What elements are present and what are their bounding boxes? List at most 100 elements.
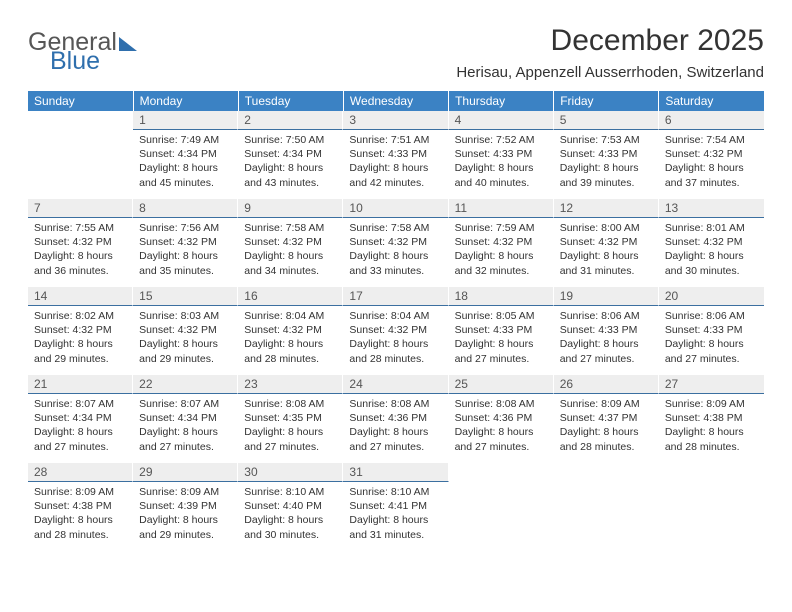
- day-number: 23: [238, 375, 343, 394]
- calendar-body: .1Sunrise: 7:49 AMSunset: 4:34 PMDayligh…: [28, 111, 764, 551]
- calendar-day-cell: 15Sunrise: 8:03 AMSunset: 4:32 PMDayligh…: [133, 287, 238, 375]
- day-number: 5: [554, 111, 659, 130]
- weekday-header: Sunday: [28, 91, 133, 111]
- calendar-day-cell: [554, 463, 659, 551]
- day-number: 18: [449, 287, 554, 306]
- calendar-day-cell: 2Sunrise: 7:50 AMSunset: 4:34 PMDaylight…: [238, 111, 343, 199]
- day-details: Sunrise: 8:08 AMSunset: 4:35 PMDaylight:…: [238, 394, 343, 460]
- day-number: 11: [449, 199, 554, 218]
- calendar-day-cell: 21Sunrise: 8:07 AMSunset: 4:34 PMDayligh…: [28, 375, 133, 463]
- day-details: Sunrise: 8:08 AMSunset: 4:36 PMDaylight:…: [449, 394, 554, 460]
- day-details: Sunrise: 8:10 AMSunset: 4:41 PMDaylight:…: [343, 482, 448, 548]
- day-number: 1: [133, 111, 238, 130]
- calendar-day-cell: 3Sunrise: 7:51 AMSunset: 4:33 PMDaylight…: [343, 111, 448, 199]
- calendar-day-cell: 12Sunrise: 8:00 AMSunset: 4:32 PMDayligh…: [554, 199, 659, 287]
- day-details: Sunrise: 8:08 AMSunset: 4:36 PMDaylight:…: [343, 394, 448, 460]
- calendar-day-cell: 23Sunrise: 8:08 AMSunset: 4:35 PMDayligh…: [238, 375, 343, 463]
- calendar-week-row: .1Sunrise: 7:49 AMSunset: 4:34 PMDayligh…: [28, 111, 764, 199]
- day-number: 24: [343, 375, 448, 394]
- day-number: 31: [343, 463, 448, 482]
- calendar-day-cell: .: [28, 111, 133, 199]
- day-details: Sunrise: 8:09 AMSunset: 4:38 PMDaylight:…: [659, 394, 764, 460]
- day-details: Sunrise: 8:09 AMSunset: 4:39 PMDaylight:…: [133, 482, 238, 548]
- calendar-day-cell: 26Sunrise: 8:09 AMSunset: 4:37 PMDayligh…: [554, 375, 659, 463]
- day-number: 17: [343, 287, 448, 306]
- day-details: Sunrise: 8:07 AMSunset: 4:34 PMDaylight:…: [28, 394, 133, 460]
- calendar-day-cell: [449, 463, 554, 551]
- logo-word-blue: Blue: [50, 49, 137, 74]
- day-details: Sunrise: 8:04 AMSunset: 4:32 PMDaylight:…: [238, 306, 343, 372]
- calendar-day-cell: 16Sunrise: 8:04 AMSunset: 4:32 PMDayligh…: [238, 287, 343, 375]
- day-details: Sunrise: 7:58 AMSunset: 4:32 PMDaylight:…: [238, 218, 343, 284]
- day-details: Sunrise: 7:54 AMSunset: 4:32 PMDaylight:…: [659, 130, 764, 196]
- calendar-day-cell: 11Sunrise: 7:59 AMSunset: 4:32 PMDayligh…: [449, 199, 554, 287]
- day-details: Sunrise: 7:52 AMSunset: 4:33 PMDaylight:…: [449, 130, 554, 196]
- day-number: 2: [238, 111, 343, 130]
- calendar-header-row: SundayMondayTuesdayWednesdayThursdayFrid…: [28, 91, 764, 111]
- weekday-header: Monday: [133, 91, 238, 111]
- day-details: Sunrise: 8:05 AMSunset: 4:33 PMDaylight:…: [449, 306, 554, 372]
- day-details: Sunrise: 8:00 AMSunset: 4:32 PMDaylight:…: [554, 218, 659, 284]
- day-number: 3: [343, 111, 448, 130]
- calendar-day-cell: 24Sunrise: 8:08 AMSunset: 4:36 PMDayligh…: [343, 375, 448, 463]
- calendar-day-cell: 13Sunrise: 8:01 AMSunset: 4:32 PMDayligh…: [659, 199, 764, 287]
- day-details: Sunrise: 8:04 AMSunset: 4:32 PMDaylight:…: [343, 306, 448, 372]
- day-number: 26: [554, 375, 659, 394]
- day-number: 16: [238, 287, 343, 306]
- calendar-day-cell: 27Sunrise: 8:09 AMSunset: 4:38 PMDayligh…: [659, 375, 764, 463]
- weekday-header: Tuesday: [238, 91, 343, 111]
- day-details: Sunrise: 7:53 AMSunset: 4:33 PMDaylight:…: [554, 130, 659, 196]
- day-details: Sunrise: 8:10 AMSunset: 4:40 PMDaylight:…: [238, 482, 343, 548]
- calendar-day-cell: 10Sunrise: 7:58 AMSunset: 4:32 PMDayligh…: [343, 199, 448, 287]
- calendar-day-cell: 6Sunrise: 7:54 AMSunset: 4:32 PMDaylight…: [659, 111, 764, 199]
- day-number: 29: [133, 463, 238, 482]
- weekday-header: Friday: [554, 91, 659, 111]
- location-subtitle: Herisau, Appenzell Ausserrhoden, Switzer…: [456, 64, 764, 81]
- day-details: Sunrise: 8:09 AMSunset: 4:37 PMDaylight:…: [554, 394, 659, 460]
- day-number: 21: [28, 375, 133, 394]
- weekday-header: Saturday: [659, 91, 764, 111]
- day-details: Sunrise: 8:03 AMSunset: 4:32 PMDaylight:…: [133, 306, 238, 372]
- calendar-week-row: 21Sunrise: 8:07 AMSunset: 4:34 PMDayligh…: [28, 375, 764, 463]
- day-number: 15: [133, 287, 238, 306]
- day-details: Sunrise: 8:07 AMSunset: 4:34 PMDaylight:…: [133, 394, 238, 460]
- day-details: Sunrise: 7:51 AMSunset: 4:33 PMDaylight:…: [343, 130, 448, 196]
- day-number: 9: [238, 199, 343, 218]
- day-number: 14: [28, 287, 133, 306]
- day-number: 27: [659, 375, 764, 394]
- calendar-week-row: 28Sunrise: 8:09 AMSunset: 4:38 PMDayligh…: [28, 463, 764, 551]
- day-details: Sunrise: 7:58 AMSunset: 4:32 PMDaylight:…: [343, 218, 448, 284]
- calendar-day-cell: 1Sunrise: 7:49 AMSunset: 4:34 PMDaylight…: [133, 111, 238, 199]
- weekday-header: Wednesday: [343, 91, 448, 111]
- day-details: Sunrise: 7:49 AMSunset: 4:34 PMDaylight:…: [133, 130, 238, 196]
- calendar-day-cell: 31Sunrise: 8:10 AMSunset: 4:41 PMDayligh…: [343, 463, 448, 551]
- day-number: 13: [659, 199, 764, 218]
- triangle-icon: [119, 37, 137, 51]
- day-number: 22: [133, 375, 238, 394]
- day-details: Sunrise: 8:09 AMSunset: 4:38 PMDaylight:…: [28, 482, 133, 548]
- calendar-day-cell: 25Sunrise: 8:08 AMSunset: 4:36 PMDayligh…: [449, 375, 554, 463]
- day-details: Sunrise: 8:06 AMSunset: 4:33 PMDaylight:…: [554, 306, 659, 372]
- day-number: 7: [28, 199, 133, 218]
- weekday-header: Thursday: [449, 91, 554, 111]
- calendar-day-cell: 4Sunrise: 7:52 AMSunset: 4:33 PMDaylight…: [449, 111, 554, 199]
- day-number: 19: [554, 287, 659, 306]
- day-number: 8: [133, 199, 238, 218]
- day-details: Sunrise: 8:06 AMSunset: 4:33 PMDaylight:…: [659, 306, 764, 372]
- day-number: 12: [554, 199, 659, 218]
- calendar-page: General Blue December 2025 Herisau, Appe…: [0, 0, 792, 551]
- day-details: Sunrise: 7:55 AMSunset: 4:32 PMDaylight:…: [28, 218, 133, 284]
- day-number: 10: [343, 199, 448, 218]
- day-number: 20: [659, 287, 764, 306]
- day-details: Sunrise: 7:59 AMSunset: 4:32 PMDaylight:…: [449, 218, 554, 284]
- title-block: December 2025 Herisau, Appenzell Ausserr…: [456, 24, 764, 81]
- day-details: Sunrise: 7:56 AMSunset: 4:32 PMDaylight:…: [133, 218, 238, 284]
- calendar-week-row: 7Sunrise: 7:55 AMSunset: 4:32 PMDaylight…: [28, 199, 764, 287]
- calendar-day-cell: 30Sunrise: 8:10 AMSunset: 4:40 PMDayligh…: [238, 463, 343, 551]
- day-number: 6: [659, 111, 764, 130]
- calendar-day-cell: 7Sunrise: 7:55 AMSunset: 4:32 PMDaylight…: [28, 199, 133, 287]
- calendar-day-cell: 22Sunrise: 8:07 AMSunset: 4:34 PMDayligh…: [133, 375, 238, 463]
- calendar-week-row: 14Sunrise: 8:02 AMSunset: 4:32 PMDayligh…: [28, 287, 764, 375]
- calendar-table: SundayMondayTuesdayWednesdayThursdayFrid…: [28, 91, 764, 551]
- day-details: Sunrise: 8:02 AMSunset: 4:32 PMDaylight:…: [28, 306, 133, 372]
